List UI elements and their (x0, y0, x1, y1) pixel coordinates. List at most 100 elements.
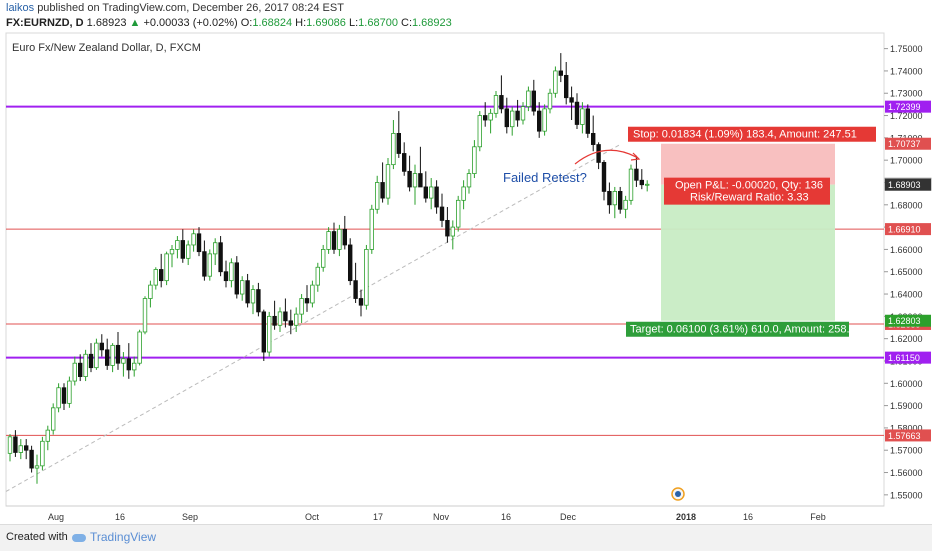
price-tag (885, 314, 931, 327)
level-tag-label: 1.57663 (888, 431, 921, 441)
candle-body (450, 226, 455, 237)
annotation-arrow (574, 149, 639, 165)
candle-body (126, 358, 131, 371)
candle-body (320, 249, 326, 268)
price-tag-label: 1.70737 (888, 139, 921, 149)
candle-body (504, 108, 509, 128)
open-label: O: (240, 17, 253, 29)
target-zone (661, 184, 835, 321)
candle-body (229, 262, 234, 282)
candle-body (234, 262, 239, 295)
candle-body (56, 387, 61, 409)
candle-body (61, 387, 67, 404)
candle-body (477, 115, 482, 148)
candle-body (326, 231, 331, 250)
candle-body (407, 170, 412, 188)
x-tick-label: Sep (182, 512, 198, 522)
open-value: 1.68824 (252, 17, 293, 29)
candle-body (45, 429, 50, 442)
x-tick-label: 17 (373, 512, 383, 522)
candle-body (164, 253, 169, 282)
candle-body (185, 244, 191, 259)
candle-body (455, 199, 461, 228)
candle-body (218, 242, 223, 273)
candle-body (418, 173, 423, 188)
annotation-text: Failed Retest? (503, 170, 587, 185)
candle-body (7, 436, 13, 454)
candle-body (34, 465, 40, 469)
candle-body (526, 90, 531, 108)
candle-body (148, 284, 153, 299)
candle-body (299, 298, 304, 315)
candle-body (23, 445, 29, 451)
candle-body (374, 182, 380, 210)
candle-body (585, 108, 590, 134)
candle-body (531, 90, 536, 112)
candle-body (180, 240, 185, 259)
candle-body (272, 315, 277, 326)
y-tick-label: 1.75000 (890, 44, 923, 54)
price-tag-label: 1.68903 (888, 180, 921, 190)
candle-body (288, 320, 293, 326)
level-tag-label: 1.66910 (888, 225, 921, 235)
candlestick-chart[interactable]: 1.750001.740001.730001.720001.710001.700… (0, 0, 932, 524)
candle-body (331, 231, 337, 250)
last-price: 1.68923 (86, 17, 127, 29)
y-tick-label: 1.62000 (890, 334, 923, 344)
y-tick-label: 1.74000 (890, 66, 923, 76)
candle-body (353, 280, 358, 299)
candle-body (493, 95, 499, 114)
candle-body (564, 74, 569, 99)
candle-body (358, 298, 364, 306)
trend-line (5, 144, 621, 492)
candle-body (40, 440, 45, 467)
x-tick-label: Oct (305, 512, 320, 522)
price-tag-label: 1.62803 (888, 316, 921, 326)
close-label: C: (401, 17, 412, 29)
candle-body (223, 271, 229, 282)
candle-body (434, 186, 439, 208)
candle-body (537, 110, 542, 132)
candle-body (72, 362, 77, 382)
candle-body (542, 108, 547, 132)
candle-body (83, 353, 88, 377)
candle-body (277, 311, 283, 326)
candle-body (347, 244, 353, 282)
candle-body (121, 358, 126, 364)
x-tick-label: Dec (560, 512, 577, 522)
candle-body (212, 242, 218, 255)
candle-body (51, 407, 56, 431)
candle-body (256, 289, 261, 313)
candle-body (88, 353, 94, 369)
stop-label-box (628, 126, 876, 142)
y-tick-label: 1.66000 (890, 245, 923, 255)
candle-body (304, 298, 310, 304)
tradingview-logo[interactable]: TradingView (72, 530, 156, 544)
y-tick-label: 1.55000 (890, 490, 923, 500)
candle-body (569, 97, 574, 103)
candle-body (634, 168, 639, 181)
price-change: +0.00033 (+0.02%) (143, 17, 238, 29)
candle-body (558, 70, 563, 76)
candle-body (78, 362, 83, 377)
author-link[interactable]: laikos (6, 2, 35, 14)
candle-body (283, 311, 288, 322)
candle-body (628, 168, 634, 201)
up-arrow-icon: ▲ (129, 17, 141, 29)
candle-body (482, 115, 488, 121)
candle-body (401, 153, 407, 172)
candle-body (315, 266, 320, 286)
candle-body (131, 362, 137, 371)
cloud-icon (72, 533, 86, 542)
rr-label: Risk/Reward Ratio: 3.33 (690, 192, 809, 204)
quote-line: FX:EURNZD, D 1.68923 ▲ +0.00033 (+0.02%)… (6, 17, 452, 29)
candle-body (18, 445, 23, 453)
y-tick-label: 1.60000 (890, 379, 923, 389)
candle-body (601, 162, 607, 192)
candle-body (445, 220, 450, 237)
candle-body (520, 106, 526, 121)
low-value: 1.68700 (358, 17, 398, 29)
price-tag (885, 137, 931, 150)
candle-body (596, 144, 601, 163)
chart-title: Euro Fx/New Zealand Dollar, D, FXCM (12, 42, 201, 54)
